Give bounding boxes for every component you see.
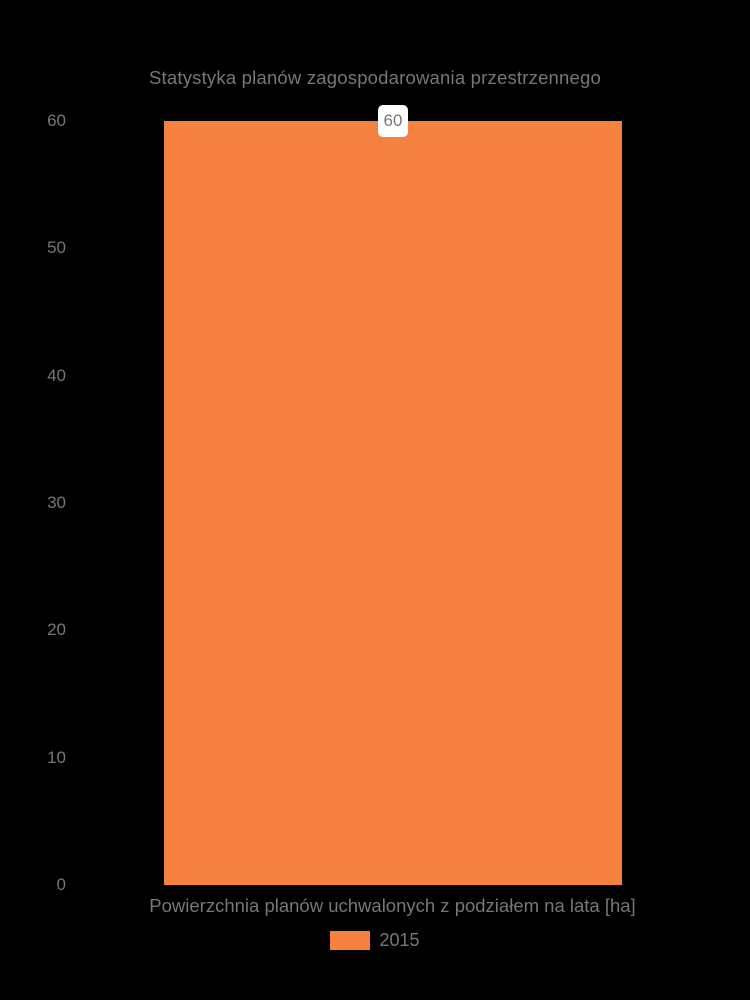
y-tick-label: 20 [47, 620, 66, 640]
y-axis: 0 10 20 30 40 50 60 [0, 0, 66, 1000]
legend-swatch [330, 931, 371, 950]
y-tick-label: 50 [47, 238, 66, 258]
y-tick-label: 10 [47, 747, 66, 767]
bar-value-label: 60 [378, 105, 408, 137]
y-tick-label: 40 [47, 365, 66, 385]
legend: 2015 [0, 931, 750, 950]
bar-value-text: 60 [383, 111, 403, 130]
chart-title: Statystyka planów zagospodarowania przes… [148, 67, 601, 88]
y-tick-label: 60 [47, 111, 66, 130]
y-tick-label: 0 [56, 875, 66, 894]
y-tick-label: 30 [47, 493, 66, 512]
legend-label: 2015 [379, 930, 420, 950]
legend-item-2015[interactable]: 2015 [330, 930, 420, 950]
bar-2015[interactable] [164, 121, 622, 885]
x-axis-title: Powierzchnia planów uchwalonych z podzia… [149, 895, 636, 916]
